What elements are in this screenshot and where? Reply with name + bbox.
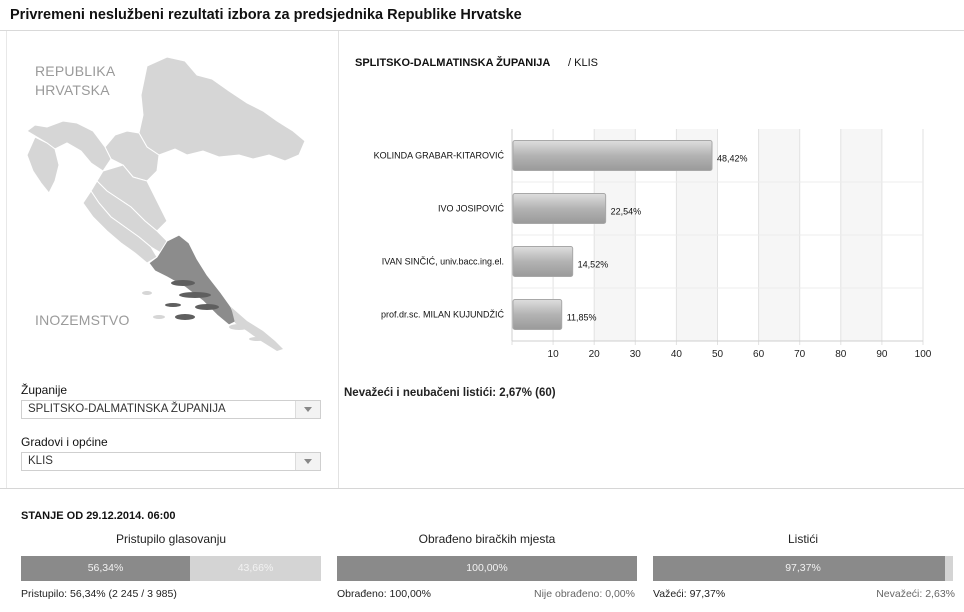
chart-x-tick-label: 40 bbox=[671, 349, 683, 360]
municipality-title: / KLIS bbox=[568, 57, 598, 69]
chart-category-label: IVO JOSIPOVIĆ bbox=[438, 204, 505, 214]
processed-title: Obrađeno biračkih mjesta bbox=[418, 532, 556, 546]
zupanije-select[interactable]: SPLITSKO-DALMATINSKA ŽUPANIJA bbox=[21, 400, 321, 419]
turnout-footer: Pristupilo: 56,34% (2 245 / 3 985) bbox=[21, 588, 177, 600]
map-island bbox=[249, 337, 265, 341]
status-panel: STANJE OD 29.12.2014. 06:00 Pristupilo g… bbox=[0, 488, 964, 612]
map-island bbox=[142, 291, 152, 295]
chart-x-tick-label: 60 bbox=[753, 349, 765, 360]
chart-value-label: 11,85% bbox=[567, 313, 597, 323]
chart-bar bbox=[512, 246, 574, 277]
results-panel: SPLITSKO-DALMATINSKA ŽUPANIJA / KLIS KOL… bbox=[338, 31, 964, 488]
processed-bar-fill bbox=[337, 556, 637, 581]
chart-bar bbox=[512, 140, 713, 171]
chart-x-tick-label: 30 bbox=[630, 349, 642, 360]
chart-category-label: prof.dr.sc. MILAN KUJUNDŽIĆ bbox=[381, 310, 505, 320]
gradovi-dropdown-button[interactable] bbox=[295, 453, 320, 470]
turnout-bar-fill bbox=[21, 556, 191, 581]
chart-x-tick-label: 100 bbox=[915, 349, 932, 360]
map-region bbox=[231, 307, 283, 351]
turnout-bar: 56,34% 43,66% bbox=[21, 556, 321, 581]
map-label-country-line2: HRVATSKA bbox=[35, 82, 110, 98]
turnout-title: Pristupilo glasovanju bbox=[115, 532, 227, 546]
chart-x-tick-label: 90 bbox=[876, 349, 888, 360]
map-label-country-line1: REPUBLIKA bbox=[35, 63, 116, 79]
chart-x-tick-label: 70 bbox=[794, 349, 806, 360]
chart-bar bbox=[512, 193, 607, 224]
map-island bbox=[175, 314, 195, 320]
map-label-abroad[interactable]: INOZEMSTVO bbox=[35, 312, 130, 328]
region-title: SPLITSKO-DALMATINSKA ŽUPANIJA bbox=[355, 57, 551, 69]
turnout-left-label: 56,34% bbox=[87, 562, 124, 574]
map-region bbox=[82, 190, 158, 264]
map-region bbox=[138, 56, 306, 162]
page-title: Privremeni neslužbeni rezultati izbora z… bbox=[10, 7, 522, 23]
croatia-map-svg[interactable] bbox=[7, 31, 338, 376]
title-bar: Privremeni neslužbeni rezultati izbora z… bbox=[0, 0, 964, 31]
map-region-selected bbox=[148, 234, 238, 326]
processed-footer-right: Nije obrađeno: 0,00% bbox=[534, 588, 635, 600]
ballots-title: Listići bbox=[787, 532, 818, 546]
chart-x-tick-label: 80 bbox=[835, 349, 847, 360]
map-island bbox=[195, 304, 219, 310]
ballots-bar-fill bbox=[653, 556, 946, 581]
map-island bbox=[229, 324, 249, 330]
processed-center-label: 100,00% bbox=[466, 562, 508, 574]
processed-bar: 100,00% bbox=[337, 556, 637, 581]
chart-value-label: 14,52% bbox=[578, 260, 609, 270]
ballots-stat: Listići 97,37% Važeći: 97,37% Nevažeći: … bbox=[653, 532, 955, 600]
chart-category-label: KOLINDA GRABAR-KITAROVIĆ bbox=[374, 151, 505, 161]
ballots-bar: 97,37% bbox=[653, 556, 953, 581]
map-island bbox=[171, 280, 195, 286]
map-label-country: REPUBLIKA HRVATSKA bbox=[35, 62, 115, 100]
croatia-map[interactable]: REPUBLIKA HRVATSKA INOZEMSTVO bbox=[7, 31, 338, 376]
status-timestamp: STANJE OD 29.12.2014. 06:00 bbox=[21, 510, 176, 522]
invalid-ballots-text: Nevažeći i neubačeni listići: 2,67% (60) bbox=[344, 387, 556, 399]
left-panel: REPUBLIKA HRVATSKA INOZEMSTVO Županije S… bbox=[6, 31, 339, 488]
processed-stat: Obrađeno biračkih mjesta 100,00% Obrađen… bbox=[337, 532, 637, 600]
gradovi-label: Gradovi i općine bbox=[21, 435, 108, 449]
ballots-footer-right: Nevažeći: 2,63% bbox=[876, 588, 955, 600]
chart-x-tick-label: 10 bbox=[548, 349, 560, 360]
gradovi-select-value: KLIS bbox=[28, 455, 53, 467]
results-chart: KOLINDA GRABAR-KITAROVIĆ 48,42% IVO JOSIPO… bbox=[374, 129, 932, 360]
turnout-stat: Pristupilo glasovanju 56,34% 43,66% Pris… bbox=[21, 532, 321, 600]
chevron-down-icon bbox=[304, 459, 312, 464]
map-island bbox=[179, 292, 211, 298]
ballots-footer-left: Važeći: 97,37% bbox=[653, 588, 726, 600]
chart-x-tick-label: 20 bbox=[589, 349, 601, 360]
turnout-right-label: 43,66% bbox=[237, 562, 274, 574]
map-island bbox=[165, 303, 181, 307]
chart-category-label: IVAN SINČIĆ, univ.bacc.ing.el. bbox=[382, 257, 504, 267]
chart-value-label: 22,54% bbox=[611, 207, 642, 217]
processed-footer-left: Obrađeno: 100,00% bbox=[337, 588, 431, 600]
map-island bbox=[153, 315, 165, 319]
chevron-down-icon bbox=[304, 407, 312, 412]
zupanije-select-value: SPLITSKO-DALMATINSKA ŽUPANIJA bbox=[28, 403, 226, 415]
gradovi-select[interactable]: KLIS bbox=[21, 452, 321, 471]
zupanije-label: Županije bbox=[21, 383, 68, 397]
ballots-center-label: 97,37% bbox=[785, 562, 821, 574]
map-region bbox=[26, 136, 60, 194]
zupanije-dropdown-button[interactable] bbox=[295, 401, 320, 418]
chart-value-label: 48,42% bbox=[717, 154, 748, 164]
chart-x-tick-label: 50 bbox=[712, 349, 724, 360]
chart-bar bbox=[512, 299, 563, 330]
